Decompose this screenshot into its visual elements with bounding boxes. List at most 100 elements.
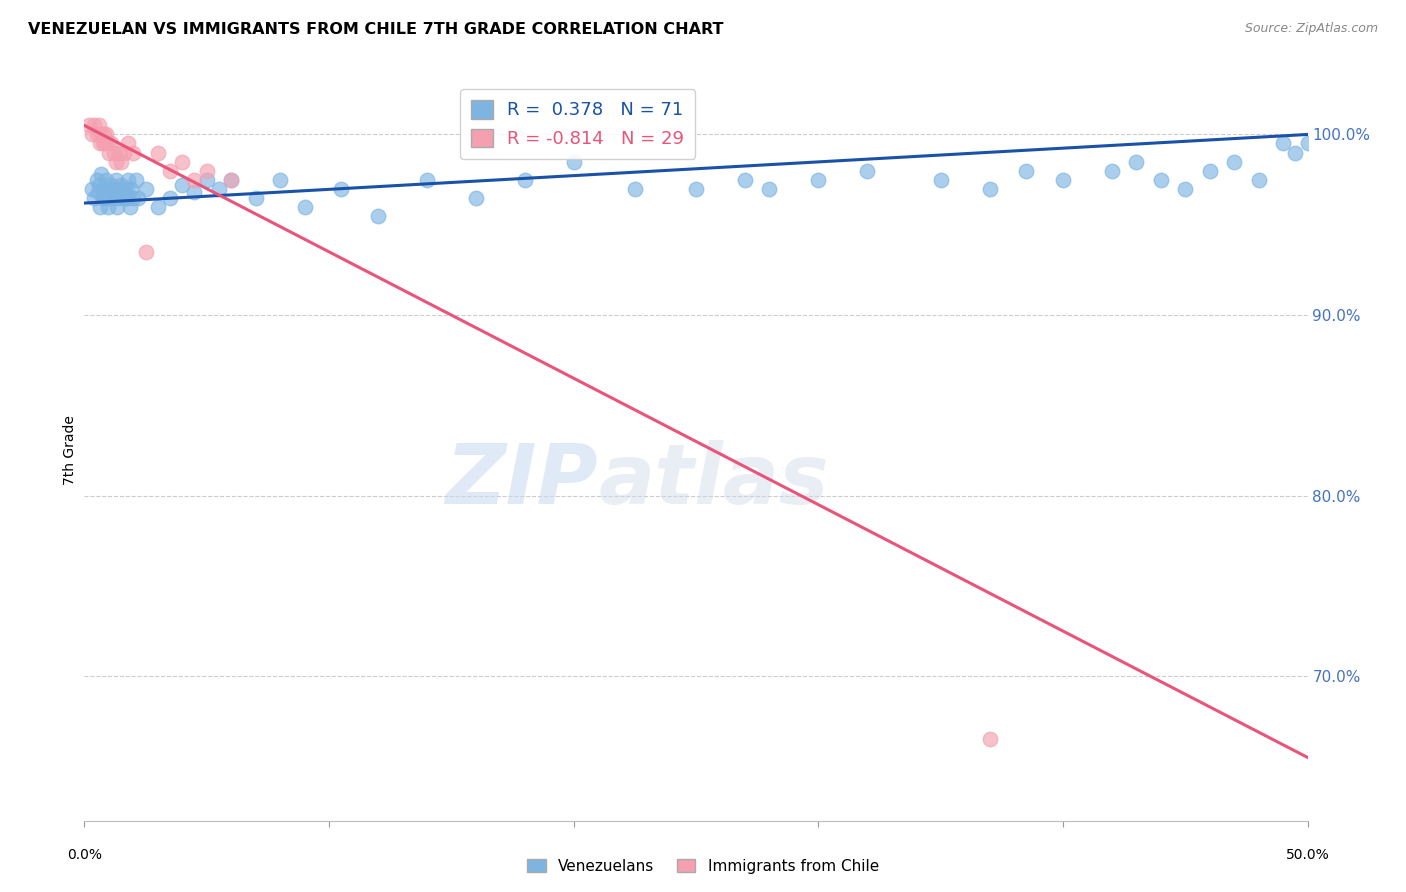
Point [1296, 136, 1319, 151]
Point [1247, 172, 1270, 186]
Point [97, 181, 120, 195]
Point [219, 172, 242, 186]
Point [807, 172, 830, 186]
Point [758, 181, 780, 195]
Point [90, 167, 112, 181]
Point [1052, 172, 1074, 186]
Text: atlas: atlas [598, 440, 828, 521]
Point [159, 191, 181, 205]
Point [101, 186, 124, 200]
Point [83, 191, 105, 205]
Point [105, 200, 128, 214]
Point [96, 128, 118, 142]
Text: ZIP: ZIP [446, 440, 598, 521]
Point [1125, 154, 1147, 169]
Point [1174, 181, 1197, 195]
Text: 0.0%: 0.0% [67, 847, 101, 862]
Point [979, 732, 1001, 747]
Point [89, 136, 111, 151]
Point [127, 191, 149, 205]
Point [117, 172, 139, 186]
Point [562, 154, 585, 169]
Point [513, 172, 536, 186]
Point [94, 136, 117, 151]
Point [1150, 172, 1173, 186]
Text: 50.0%: 50.0% [1285, 847, 1330, 862]
Point [195, 172, 218, 186]
Point [294, 200, 316, 214]
Point [146, 145, 169, 160]
Point [125, 172, 148, 186]
Point [105, 154, 128, 169]
Legend: Venezuelans, Immigrants from Chile: Venezuelans, Immigrants from Chile [522, 853, 884, 880]
Point [90, 128, 112, 142]
Point [110, 154, 132, 169]
Point [86, 128, 108, 142]
Point [86, 172, 108, 186]
Point [77, 119, 100, 133]
Point [120, 181, 142, 195]
Point [80, 181, 103, 195]
Point [87, 178, 110, 192]
Point [93, 128, 115, 142]
Point [172, 178, 194, 192]
Point [96, 172, 118, 186]
Point [115, 191, 138, 205]
Y-axis label: 7th Grade: 7th Grade [63, 416, 77, 485]
Point [416, 172, 439, 186]
Point [183, 186, 205, 200]
Point [1284, 145, 1306, 160]
Point [107, 145, 129, 160]
Point [269, 172, 291, 186]
Point [122, 145, 145, 160]
Point [105, 172, 128, 186]
Point [685, 181, 707, 195]
Point [1272, 136, 1295, 151]
Point [100, 136, 122, 151]
Point [464, 191, 486, 205]
Point [117, 136, 139, 151]
Point [94, 191, 117, 205]
Point [159, 163, 181, 178]
Point [979, 181, 1001, 195]
Point [104, 191, 127, 205]
Point [80, 128, 103, 142]
Point [87, 119, 110, 133]
Point [135, 181, 157, 195]
Point [114, 191, 136, 205]
Point [734, 172, 756, 186]
Point [118, 200, 141, 214]
Point [110, 178, 132, 192]
Point [97, 200, 120, 214]
Point [91, 136, 114, 151]
Point [172, 154, 194, 169]
Point [112, 145, 135, 160]
Point [83, 119, 105, 133]
Point [89, 200, 111, 214]
Point [929, 172, 952, 186]
Point [122, 191, 145, 205]
Point [183, 172, 205, 186]
Point [115, 181, 138, 195]
Point [1198, 163, 1220, 178]
Point [112, 181, 135, 195]
Point [111, 186, 134, 200]
Legend: R =  0.378   N = 71, R = -0.814   N = 29: R = 0.378 N = 71, R = -0.814 N = 29 [460, 89, 695, 159]
Point [100, 178, 122, 192]
Text: VENEZUELAN VS IMMIGRANTS FROM CHILE 7TH GRADE CORRELATION CHART: VENEZUELAN VS IMMIGRANTS FROM CHILE 7TH … [28, 22, 724, 37]
Point [245, 191, 267, 205]
Point [208, 181, 231, 195]
Point [97, 136, 120, 151]
Point [97, 145, 120, 160]
Point [367, 209, 389, 223]
Point [87, 186, 110, 200]
Point [91, 191, 114, 205]
Point [135, 244, 157, 259]
Point [1015, 163, 1038, 178]
Point [146, 200, 169, 214]
Point [103, 181, 125, 195]
Point [1101, 163, 1123, 178]
Point [98, 191, 121, 205]
Point [108, 191, 131, 205]
Point [93, 181, 115, 195]
